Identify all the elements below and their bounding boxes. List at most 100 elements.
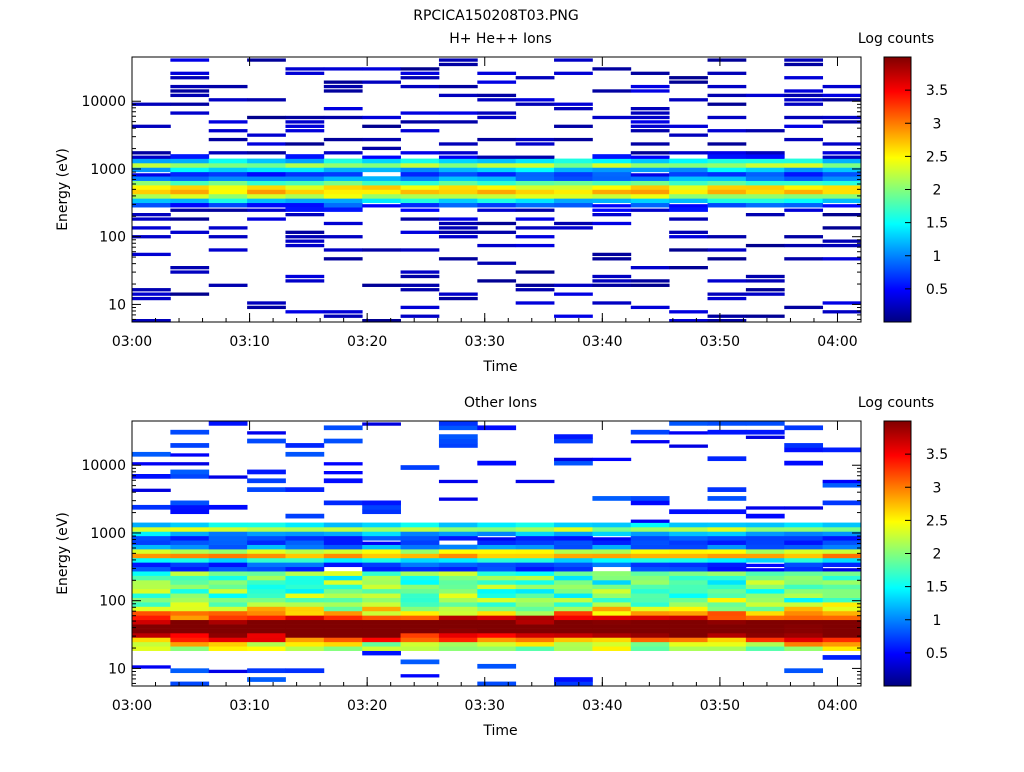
heatmap-cell [208,176,248,181]
heatmap-cell [554,562,593,568]
heatmap-cell [285,310,325,314]
heatmap-cell [515,641,555,647]
heatmap-cell [285,562,325,568]
heatmap-cell [208,619,248,625]
x-tick-label: 03:10 [229,334,269,350]
heatmap-cell [669,198,708,204]
heatmap-cell [323,544,363,550]
heatmap-cell [323,593,363,598]
heatmap-cell [822,180,862,186]
heatmap-cell [362,204,401,208]
heatmap-cell [784,610,824,616]
heatmap-cell [438,296,478,301]
heatmap-cell [170,163,210,168]
heatmap-cell [630,540,670,545]
heatmap-cell [669,619,708,625]
heatmap-cell [285,443,325,448]
heatmap-cell [707,496,747,501]
heatmap-cell [247,597,286,603]
heatmap-cell [554,189,593,195]
heatmap-cell [592,624,632,629]
heatmap-cell [170,681,210,687]
heatmap-cell [592,553,632,559]
heatmap-cell [208,84,248,89]
heatmap-cell [247,628,286,634]
heatmap-cell [400,588,440,594]
heatmap-cell [170,619,210,625]
heatmap-cell [323,248,363,252]
heatmap-cell [477,681,517,687]
heatmap-cell [822,171,862,177]
heatmap-cell [554,107,593,111]
colorbar-label: Log counts [858,31,934,47]
heatmap-cell [707,421,747,426]
heatmap-cell [323,180,363,186]
heatmap-cell [208,669,248,674]
heatmap-cell [745,593,785,598]
heatmap-cell [707,557,747,563]
heatmap-cell [784,566,824,572]
heatmap-cell [170,637,210,643]
heatmap-cell [438,628,478,634]
heatmap-cell [554,457,593,462]
heatmap-cell [784,460,824,466]
heatmap-cell [630,180,670,186]
heatmap-cell [822,615,862,621]
heatmap-cell [554,584,593,590]
heatmap-cell [477,230,517,234]
heatmap-cell [477,261,517,265]
heatmap-cell [247,171,286,177]
heatmap-cell [822,610,862,616]
heatmap-cell [707,509,747,515]
heatmap-cell [745,646,785,651]
y-tick-label: 10000 [81,94,126,110]
heatmap-cell [707,58,747,62]
x-tick-label: 03:00 [112,698,152,714]
heatmap-cell [132,593,171,598]
heatmap-cell [784,553,824,559]
heatmap-cell [630,597,670,603]
heatmap-cell [669,266,708,270]
heatmap-cell [477,646,517,651]
heatmap-cell [822,568,862,572]
heatmap-cell [400,535,440,541]
heatmap-cell [554,531,593,537]
heatmap-cell [592,496,632,501]
heatmap-cell [438,610,478,616]
heatmap-cell [438,221,478,226]
heatmap-cell [323,580,363,585]
heatmap-cell [669,217,708,221]
heatmap-cell [784,535,824,541]
heatmap-cell [515,198,555,204]
y-tick-label: 10 [108,297,126,313]
heatmap-cell [784,89,824,93]
x-tick-label: 03:30 [465,698,505,714]
heatmap-cell [132,535,171,541]
heatmap-cell [822,447,862,453]
heatmap-cell [822,310,862,314]
colorbar-tick-label: 3 [933,116,942,132]
heatmap-cell [323,597,363,603]
heatmap-cell [745,637,785,643]
heatmap-cell [554,544,593,550]
heatmap-cell [784,76,824,80]
heatmap-cell [554,434,593,439]
heatmap-cell [554,167,593,173]
heatmap-cell [592,580,632,585]
heatmap-cell [247,208,286,212]
heatmap-cell [554,460,593,466]
heatmap-cell [784,176,824,181]
heatmap-cell [438,93,478,98]
heatmap-cell [362,624,401,629]
heatmap-cell [247,641,286,647]
heatmap-cell [323,637,363,643]
heatmap-cell [515,624,555,629]
heatmap-cell [400,602,440,607]
heatmap-cell [554,540,593,545]
heatmap-cell [362,580,401,585]
heatmap-cell [822,204,862,208]
heatmap-cell [400,531,440,537]
heatmap-cell [784,58,824,62]
heatmap-cell [745,535,785,541]
heatmap-cell [784,606,824,612]
